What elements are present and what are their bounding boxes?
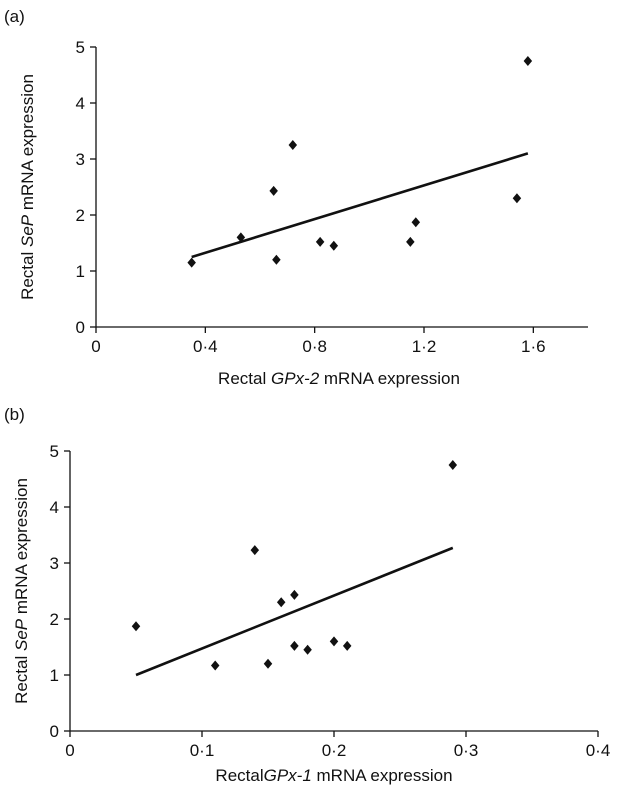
panel-a: (a) 0 1 2 3 4 5 0 0·4 0·8 1·2 1·6 Rectal GPx-2 mRN… (4, 7, 588, 388)
panel-a-data-point (406, 236, 415, 247)
panel-b-y-tick-label: 2 (50, 610, 59, 629)
panel-a-x-tick-label: 0·8 (302, 337, 327, 356)
panel-a-y-axis-label: Rectal SeP mRNA expression (18, 74, 37, 300)
panel-b-axes (69, 451, 598, 732)
panel-b-x-tick-label: 0 (65, 741, 74, 760)
panel-a-x-tick-label: 0·4 (193, 337, 218, 356)
panel-b-data-point (210, 660, 220, 671)
panel-b-points (131, 460, 458, 671)
panel-b-data-point (263, 658, 273, 669)
panel-b-data-point (290, 589, 299, 600)
panel-a-data-point (272, 254, 281, 265)
panel-b-label: (b) (4, 405, 25, 424)
panel-b-x-tick-label: 0·4 (586, 741, 611, 760)
panel-b-x-tick-label: 0·3 (454, 741, 479, 760)
panel-a-data-point (288, 140, 298, 150)
panel-b-data-point (303, 644, 312, 655)
panel-b-data-point (131, 621, 141, 632)
panel-a-y-tick-label: 2 (76, 206, 85, 225)
panel-b-x-tick-label: 0·1 (190, 741, 215, 760)
panel-a-y-tick-label: 4 (76, 94, 85, 113)
panel-a-data-point (512, 193, 522, 204)
panel-b-y-tick-label: 5 (50, 442, 59, 461)
panel-b-data-point (448, 460, 458, 470)
panel-b-fit (135, 546, 454, 677)
panel-a-y-tick-label: 5 (76, 38, 85, 57)
panel-b-x-axis-label: RectalGPx-1 mRNA expression (215, 766, 452, 785)
panel-b: (b) 0 1 2 3 4 5 0 0·1 0·2 0·3 0·4 RectalGPx-1 mRNA… (4, 405, 610, 785)
panel-b-data-point (250, 545, 260, 556)
panel-a-x-tick-label: 0 (91, 337, 100, 356)
panel-b-y-tick-label: 0 (50, 722, 59, 741)
panel-a-fit (191, 152, 529, 259)
panel-a-data-point (329, 240, 339, 251)
panel-a-y-tick-label: 1 (76, 262, 85, 281)
panel-a-label: (a) (4, 7, 25, 26)
panel-b-y-axis-label: Rectal SeP mRNA expression (12, 478, 31, 704)
panel-a-axes (95, 47, 588, 328)
panel-b-fit-line (135, 546, 454, 677)
panel-a-x-tick-label: 1·6 (521, 337, 546, 356)
panel-b-y-tick-label: 4 (50, 498, 59, 517)
panel-b-y-tick-label: 3 (50, 554, 59, 573)
panel-a-ticks: 0 1 2 3 4 5 0 0·4 0·8 1·2 1·6 (76, 38, 546, 356)
panel-b-data-point (276, 597, 286, 608)
panel-b-y-tick-label: 1 (50, 666, 59, 685)
panel-a-x-axis-label: Rectal GPx-2 mRNA expression (218, 369, 460, 388)
panel-a-data-point (523, 56, 533, 66)
panel-a-points (187, 56, 533, 268)
panel-b-data-point (329, 636, 339, 647)
panel-a-y-tick-label: 0 (76, 318, 85, 337)
panel-b-data-point (290, 640, 299, 651)
panel-b-ticks: 0 1 2 3 4 5 0 0·1 0·2 0·3 0·4 (50, 442, 611, 760)
panel-a-y-tick-label: 3 (76, 150, 85, 169)
panel-b-data-point (342, 640, 352, 651)
panel-a-data-point (236, 232, 246, 243)
panel-a-data-point (269, 185, 278, 196)
panel-a-fit-line (191, 152, 529, 259)
panel-a-x-tick-label: 1·2 (412, 337, 437, 356)
panel-a-data-point (187, 257, 196, 268)
panel-b-x-tick-label: 0·2 (322, 741, 347, 760)
panel-a-data-point (411, 217, 421, 228)
panel-a-data-point (315, 236, 325, 247)
